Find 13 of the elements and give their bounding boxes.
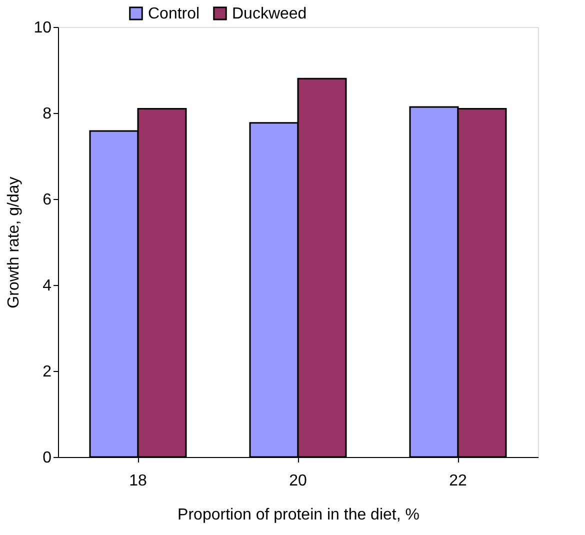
y-tick-label: 10 [34,20,52,36]
y-tick-label: 6 [42,192,52,208]
legend-label: Duckweed [232,5,307,22]
y-axis-title: Growth rate, g/day [6,176,23,308]
x-tick-label: 22 [449,472,467,490]
y-tick-label: 4 [42,278,52,294]
legend-label: Control [148,5,200,22]
y-tick-label: 2 [42,364,52,380]
y-tick-label: 8 [42,106,52,122]
x-tick-label: 18 [129,472,147,490]
x-axis-title: Proportion of protein in the diet, % [178,506,420,524]
x-tick-label: 20 [289,472,307,490]
y-tick-label: 0 [42,450,52,466]
